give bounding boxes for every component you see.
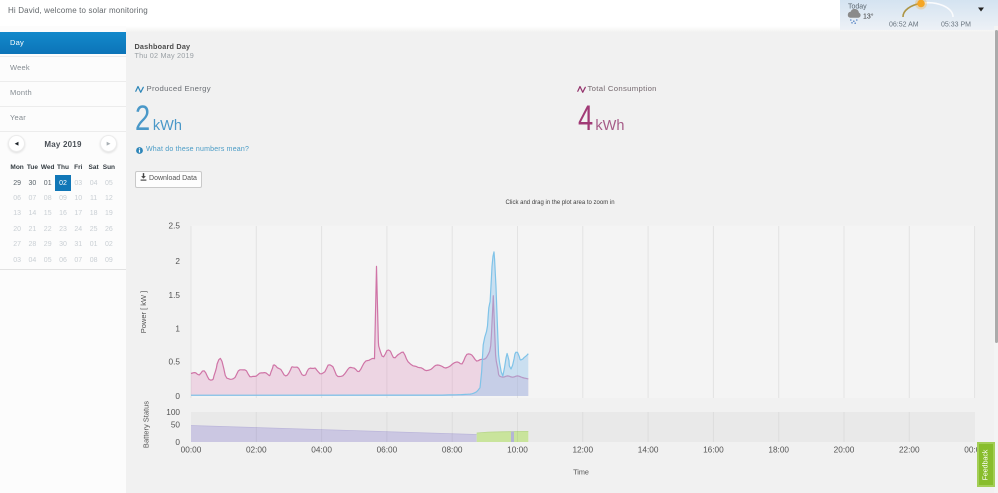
svg-text:06:00: 06:00: [377, 446, 398, 455]
svg-text:14:00: 14:00: [638, 446, 659, 455]
svg-text:08:00: 08:00: [442, 446, 463, 455]
svg-text:16:00: 16:00: [703, 446, 724, 455]
svg-text:0: 0: [175, 438, 180, 447]
svg-text:22:00: 22:00: [899, 446, 920, 455]
svg-text:06:52 AM: 06:52 AM: [889, 22, 919, 29]
svg-text:12:00: 12:00: [572, 446, 593, 455]
svg-text:Today: Today: [848, 4, 867, 11]
svg-text:Power [ kW ]: Power [ kW ]: [139, 291, 148, 334]
svg-text:1.5: 1.5: [169, 291, 181, 300]
svg-text:50: 50: [171, 421, 181, 430]
svg-text:2: 2: [175, 257, 180, 266]
svg-text:10:00: 10:00: [507, 446, 528, 455]
svg-text:00:00: 00:00: [181, 446, 202, 455]
svg-text:2.5: 2.5: [169, 222, 181, 231]
svg-text:20:00: 20:00: [834, 446, 855, 455]
svg-text:18:00: 18:00: [768, 446, 789, 455]
svg-text:0: 0: [175, 392, 180, 401]
svg-text:00:00: 00:00: [964, 446, 985, 455]
svg-text:Time: Time: [573, 468, 589, 477]
svg-text:1: 1: [175, 324, 180, 333]
svg-text:100: 100: [166, 408, 180, 417]
svg-text:0.5: 0.5: [169, 358, 181, 367]
svg-text:02:00: 02:00: [246, 446, 267, 455]
svg-text:Battery Status: Battery Status: [142, 401, 151, 448]
svg-text:05:33 PM: 05:33 PM: [941, 22, 971, 29]
svg-text:04:00: 04:00: [311, 446, 332, 455]
svg-text:13°: 13°: [863, 13, 874, 21]
